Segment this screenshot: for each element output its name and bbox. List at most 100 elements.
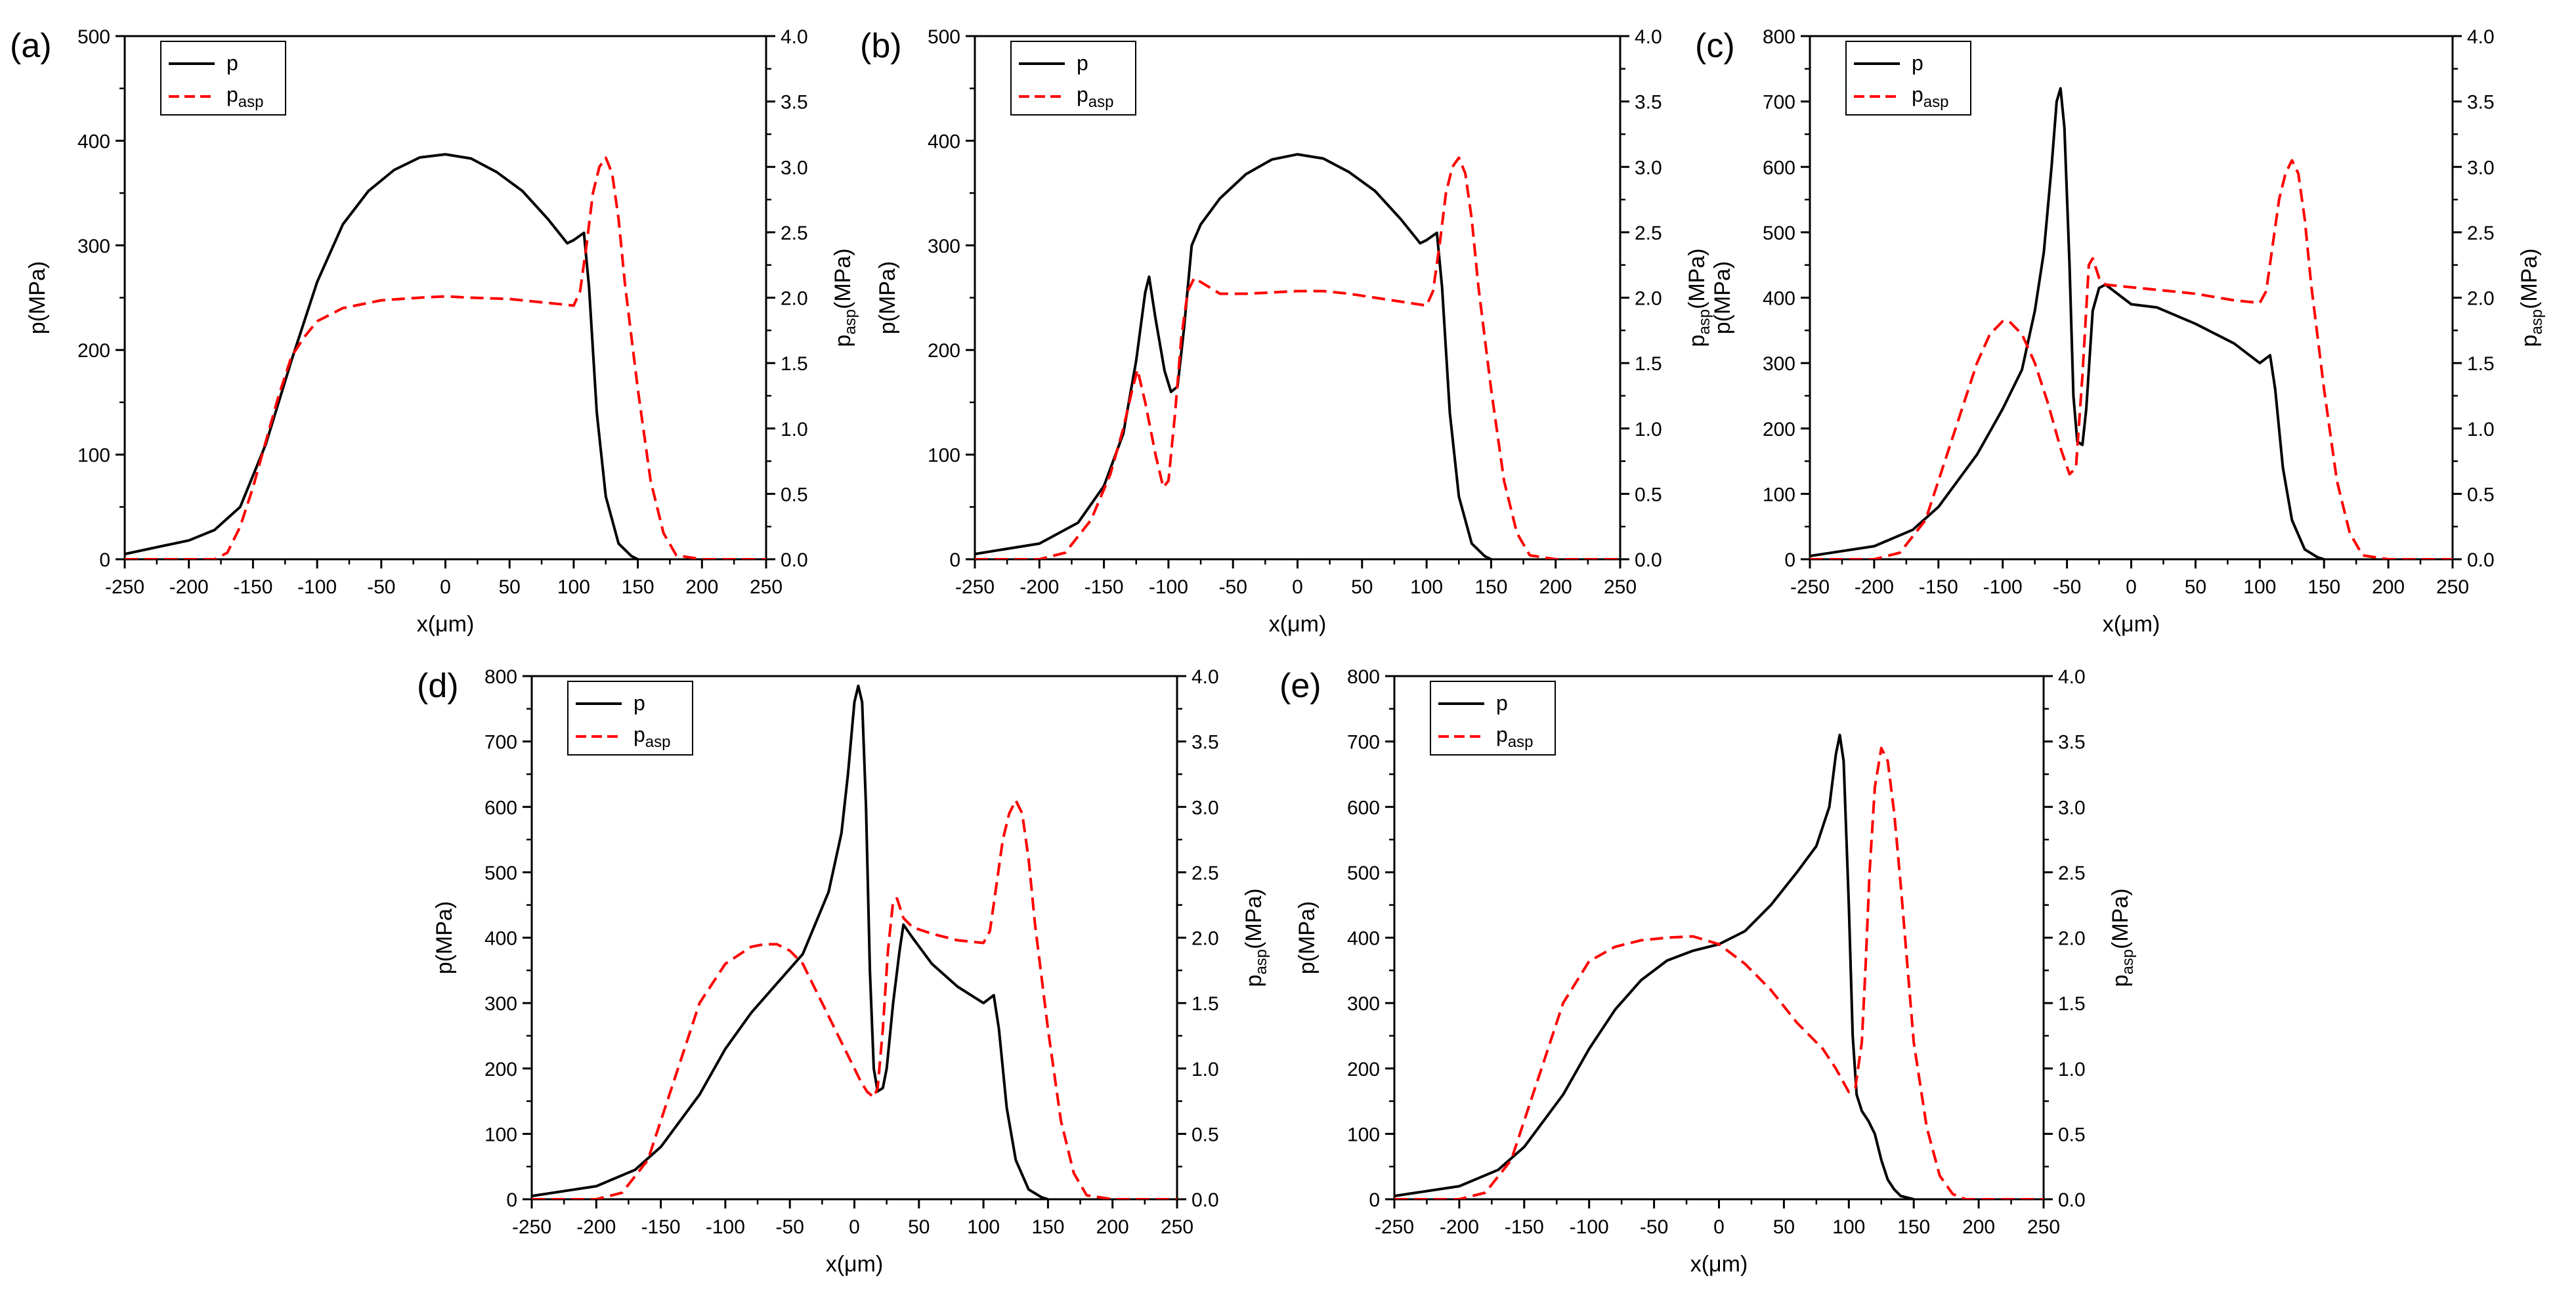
legend-label-p: p [1077, 51, 1088, 75]
x-tick-label: -100 [706, 1216, 745, 1238]
y-right-label-base: p [2517, 335, 2542, 347]
x-tick-label: -150 [1919, 576, 1958, 598]
x-tick-label: -250 [1375, 1216, 1414, 1238]
y-right-axis-label: pasp(MPa) [1241, 888, 1270, 987]
x-tick-label: 250 [2436, 576, 2469, 598]
y-left-tick-label: 400 [928, 131, 960, 152]
series-line-pasp [1394, 746, 2044, 1199]
y-left-tick-label: 200 [928, 340, 960, 362]
x-tick-label: 150 [2308, 576, 2340, 598]
legend-pasp-base: p [1912, 83, 1923, 106]
y-left-tick-label: 400 [77, 131, 110, 152]
y-right-axis-label: pasp(MPa) [2517, 248, 2546, 347]
x-tick-label: -200 [1855, 576, 1894, 598]
legend-label-p: p [1496, 691, 1508, 715]
y-right-tick-label: 0.5 [2467, 484, 2495, 505]
y-right-tick-label: 1.5 [781, 353, 808, 375]
y-left-tick-label: 0 [506, 1189, 517, 1211]
y-left-tick-label: 0 [949, 549, 960, 571]
y-left-tick-label: 700 [1347, 732, 1380, 754]
x-tick-label: -200 [169, 576, 209, 598]
legend-pasp-sub: asp [238, 93, 264, 111]
series-line-p [532, 684, 1048, 1199]
x-tick-label: 0 [1713, 1216, 1725, 1238]
panel-label: (b) [860, 27, 902, 65]
y-right-axis-label: pasp(MPa) [1685, 248, 1713, 347]
y-right-label-sub: asp [842, 309, 859, 335]
y-right-tick-label: 0.0 [1635, 549, 1662, 571]
legend-box [1010, 41, 1136, 116]
y-left-axis-label: p(MPa) [1295, 901, 1320, 974]
legend-label-p: p [633, 691, 645, 715]
x-tick-label: 100 [967, 1216, 1000, 1238]
x-tick-label: 150 [1031, 1216, 1064, 1238]
y-left-tick-label: 500 [1347, 863, 1380, 884]
y-right-tick-label: 3.5 [2467, 92, 2495, 114]
x-tick-label: -250 [512, 1216, 551, 1238]
y-left-tick-label: 300 [77, 236, 110, 257]
y-left-tick-label: 300 [484, 993, 517, 1015]
legend-label-p: p [1912, 51, 1923, 75]
y-right-label-base: p [830, 335, 855, 347]
y-right-tick-label: 3.0 [1635, 157, 1662, 179]
y-left-tick-label: 300 [1763, 353, 1795, 375]
chart-panel-5: -250 -200 -150 -100 -50 0 50 100 150 200 250 0 100 20… [1279, 666, 2137, 1277]
y-left-tick-label: 700 [484, 732, 517, 754]
y-left-tick-label: 100 [1347, 1124, 1380, 1145]
y-right-tick-label: 0.0 [2058, 1189, 2086, 1211]
y-right-tick-label: 0.5 [2058, 1124, 2086, 1145]
x-tick-label: 50 [499, 576, 521, 598]
series-line-pasp [532, 799, 1177, 1199]
y-right-tick-label: 3.0 [2058, 797, 2086, 819]
y-right-tick-label: 1.5 [2467, 353, 2495, 375]
x-axis-label: x(μm) [2103, 612, 2160, 637]
y-right-label-sub: asp [2119, 949, 2137, 975]
y-left-tick-label: 600 [484, 797, 517, 819]
y-right-tick-label: 3.0 [2467, 157, 2495, 179]
x-tick-label: -200 [576, 1216, 616, 1238]
x-tick-label: 250 [1161, 1216, 1193, 1238]
x-tick-label: 0 [1292, 576, 1303, 598]
y-right-tick-label: 3.5 [2058, 732, 2086, 754]
x-tick-label: 250 [750, 576, 783, 598]
series-line-pasp [1810, 159, 2453, 559]
y-right-tick-label: 4.0 [1635, 26, 1662, 48]
series-line-pasp [975, 156, 1620, 559]
y-right-tick-label: 2.0 [1191, 928, 1219, 950]
x-tick-label: 250 [1604, 576, 1637, 598]
x-tick-label: -150 [1084, 576, 1124, 598]
x-tick-label: 200 [1962, 1216, 1995, 1238]
y-right-tick-label: 1.0 [2467, 419, 2495, 440]
y-left-axis-label: p(MPa) [25, 261, 50, 334]
x-tick-label: -250 [955, 576, 995, 598]
series-line-p [1394, 733, 1914, 1199]
legend-label-pasp: pasp [226, 83, 264, 111]
panel-label: (c) [1695, 27, 1735, 65]
y-right-tick-label: 1.0 [1191, 1059, 1219, 1080]
y-left-tick-label: 800 [1347, 666, 1380, 688]
y-right-tick-label: 2.0 [2058, 928, 2086, 950]
y-right-tick-label: 0.0 [1191, 1189, 1219, 1211]
y-right-tick-label: 0.5 [781, 484, 808, 505]
y-left-tick-label: 100 [928, 445, 960, 467]
x-tick-label: 50 [908, 1216, 930, 1238]
x-tick-label: 0 [440, 576, 451, 598]
legend-box [160, 41, 286, 116]
y-right-label-unit: (MPa) [2517, 248, 2542, 309]
x-tick-label: -100 [1149, 576, 1188, 598]
x-tick-label: 100 [557, 576, 590, 598]
y-right-label-sub: asp [2528, 309, 2546, 335]
chart-panel-2: -250 -200 -150 -100 -50 0 50 100 150 200 250 0 100 20… [860, 26, 1713, 637]
chart-panel-4: -250 -200 -150 -100 -50 0 50 100 150 200 250 0 100 20… [417, 666, 1270, 1277]
x-tick-label: -250 [1790, 576, 1830, 598]
y-left-axis-label: p(MPa) [875, 261, 900, 334]
y-right-tick-label: 1.0 [781, 419, 808, 440]
x-tick-label: 150 [1897, 1216, 1930, 1238]
x-axis-label: x(μm) [1269, 612, 1327, 637]
x-tick-label: -50 [1640, 1216, 1668, 1238]
x-tick-label: 200 [1539, 576, 1572, 598]
y-right-tick-label: 1.5 [1635, 353, 1662, 375]
